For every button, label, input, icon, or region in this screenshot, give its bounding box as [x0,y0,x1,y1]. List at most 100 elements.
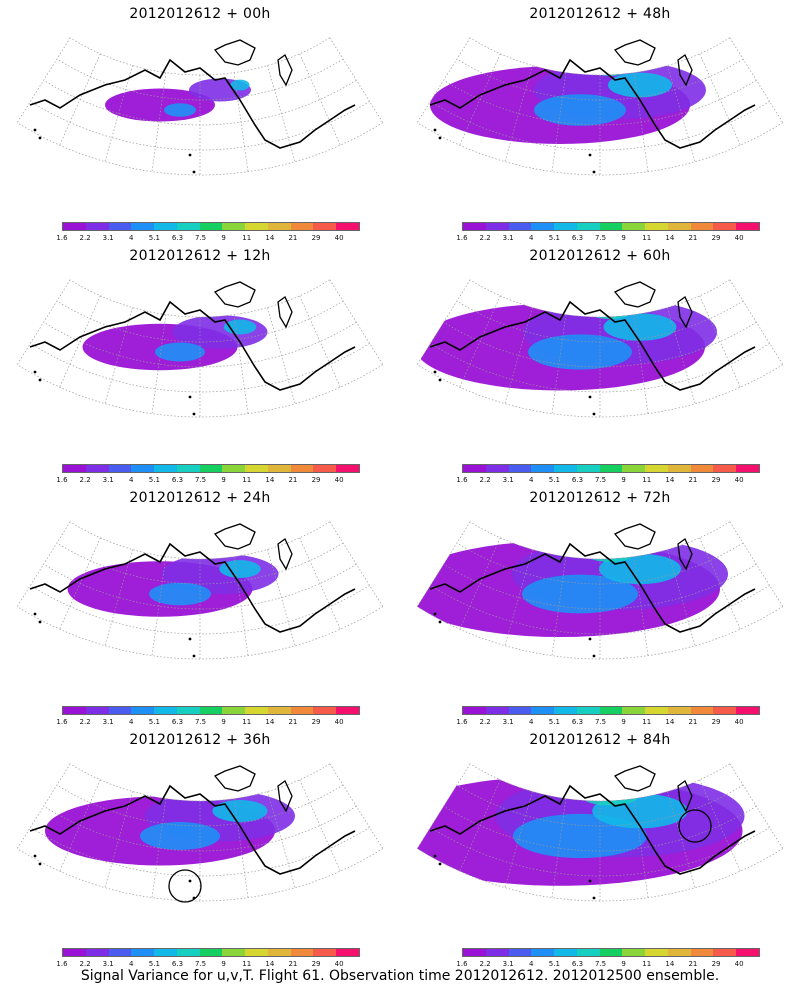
colorbar-tick-label: 29 [711,960,721,968]
colorbar-swatch [736,949,759,956]
colorbar-tick-label: 7.5 [594,476,607,484]
colorbar-swatch [336,949,359,956]
colorbar-tick-label: 5.1 [548,718,560,726]
colorbar-swatch [736,707,759,714]
colorbar-tick-label: 6.3 [571,234,584,242]
colorbar-swatch [645,465,668,472]
colorbar-swatch [508,465,532,472]
colorbar-tick-label: 29 [311,234,321,242]
colorbar-tick-label: 2.2 [79,960,91,968]
colorbar-swatch [485,465,509,472]
colorbar-tick-label: 1.6 [56,476,68,484]
colorbar-tick-label: 21 [688,476,698,484]
colorbar-swatch [576,949,600,956]
colorbar-tick-label: 7.5 [594,718,607,726]
colorbar-swatch [508,949,532,956]
colorbar-tick-label: 2.2 [79,476,91,484]
forecast-panel: 2012012612 + 24h 1.6 2.2 3.1 4 5.1 6.3 7.5 9 11 14… [0,484,400,729]
colorbar-swatch [108,949,132,956]
colorbar [62,464,360,473]
panel-title: 2012012612 + 84h [529,732,671,748]
colorbar-tick-label: 11 [642,718,652,726]
graticule [16,763,384,902]
coastline [429,784,756,875]
colorbar-tick-label: 5.1 [148,718,160,726]
colorbar-tick-label: 14 [265,234,275,242]
colorbar-tick-label: 7.5 [194,234,207,242]
coastline [29,542,356,633]
colorbar-tick-label: 40 [734,234,744,242]
forecast-panel: 2012012612 + 36h 1.6 2.2 3.1 4 5.1 6.3 7.5 9 11 14… [0,726,400,971]
colorbar-swatch [690,223,714,230]
coastline [429,542,756,633]
arctic-islands [613,281,693,329]
colorbar-tick-label: 7.5 [194,476,207,484]
graticule [416,521,784,660]
colorbar-tick-label: 3.1 [102,718,114,726]
polar-map [16,279,384,418]
figure-caption: Signal Variance for u,v,T. Flight 61. Ob… [80,968,720,984]
colorbar-swatch [485,707,509,714]
colorbar-swatch [336,223,359,230]
colorbar-tick-label: 21 [688,718,698,726]
colorbar-swatch [599,707,623,714]
colorbar-swatch [131,707,155,714]
colorbar-tick-label: 6.3 [571,476,584,484]
colorbar-swatch [85,949,109,956]
colorbar-swatch [245,465,268,472]
colorbar-swatch [576,707,600,714]
colorbar-swatch [245,223,268,230]
colorbar-swatch [508,707,532,714]
colorbar-tick-label: 4 [129,476,134,484]
panel-title: 2012012612 + 36h [129,732,271,748]
colorbar-swatch [508,223,532,230]
colorbar-swatch [485,223,509,230]
colorbar-swatch [336,707,359,714]
colorbar-tick-label: 40 [334,476,344,484]
colorbar-swatch [267,949,291,956]
colorbar-swatch [176,223,200,230]
colorbar-swatch [576,223,600,230]
colorbar-tick-label: 5.1 [148,960,160,968]
colorbar-tick-label: 29 [711,718,721,726]
colorbar-tick-label: 9 [621,718,626,726]
coastline [429,58,756,149]
colorbar [62,948,360,957]
arctic-islands [613,765,693,813]
forecast-panel: 2012012612 + 12h 1.6 2.2 3.1 4 5.1 6.3 7.5 9 11 14… [0,242,400,487]
colorbar-tick-label: 6.3 [171,718,184,726]
colorbar-swatch [222,949,246,956]
graticule [16,521,384,660]
colorbar-swatch [267,465,291,472]
colorbar-swatch [713,465,737,472]
colorbar-swatch [463,707,486,714]
colorbar-tick-label: 1.6 [456,718,468,726]
colorbar-swatch [690,949,714,956]
colorbar-tick-label: 14 [665,718,675,726]
graticule [16,37,384,176]
colorbar-tick-label: 3.1 [102,476,114,484]
polar-map [16,763,384,903]
colorbar-tick-label: 40 [334,960,344,968]
colorbar-swatch [667,949,691,956]
colorbar-tick-label: 3.1 [502,960,514,968]
colorbar-tick-label: 7.5 [594,234,607,242]
colorbar-tick-label: 4 [529,234,534,242]
variance-field [417,538,728,637]
colorbar-swatch [313,949,337,956]
colorbar-tick-label: 2.2 [479,234,491,242]
variance-field [45,790,295,866]
colorbar-tick-label: 5.1 [548,234,560,242]
arctic-islands [213,39,293,87]
colorbar-swatch [599,949,623,956]
graticule [416,279,784,418]
colorbar-swatch [245,707,268,714]
colorbar-swatch [222,707,246,714]
colorbar-tick-label: 40 [734,718,744,726]
colorbar [462,222,760,231]
colorbar-swatch [576,465,600,472]
colorbar-labels: 1.6 2.2 3.1 4 5.1 6.3 7.5 9 11 14 21 29 40 [50,960,370,970]
colorbar-tick-label: 5.1 [548,476,560,484]
colorbar-tick-label: 1.6 [56,234,68,242]
colorbar-tick-label: 21 [288,234,298,242]
